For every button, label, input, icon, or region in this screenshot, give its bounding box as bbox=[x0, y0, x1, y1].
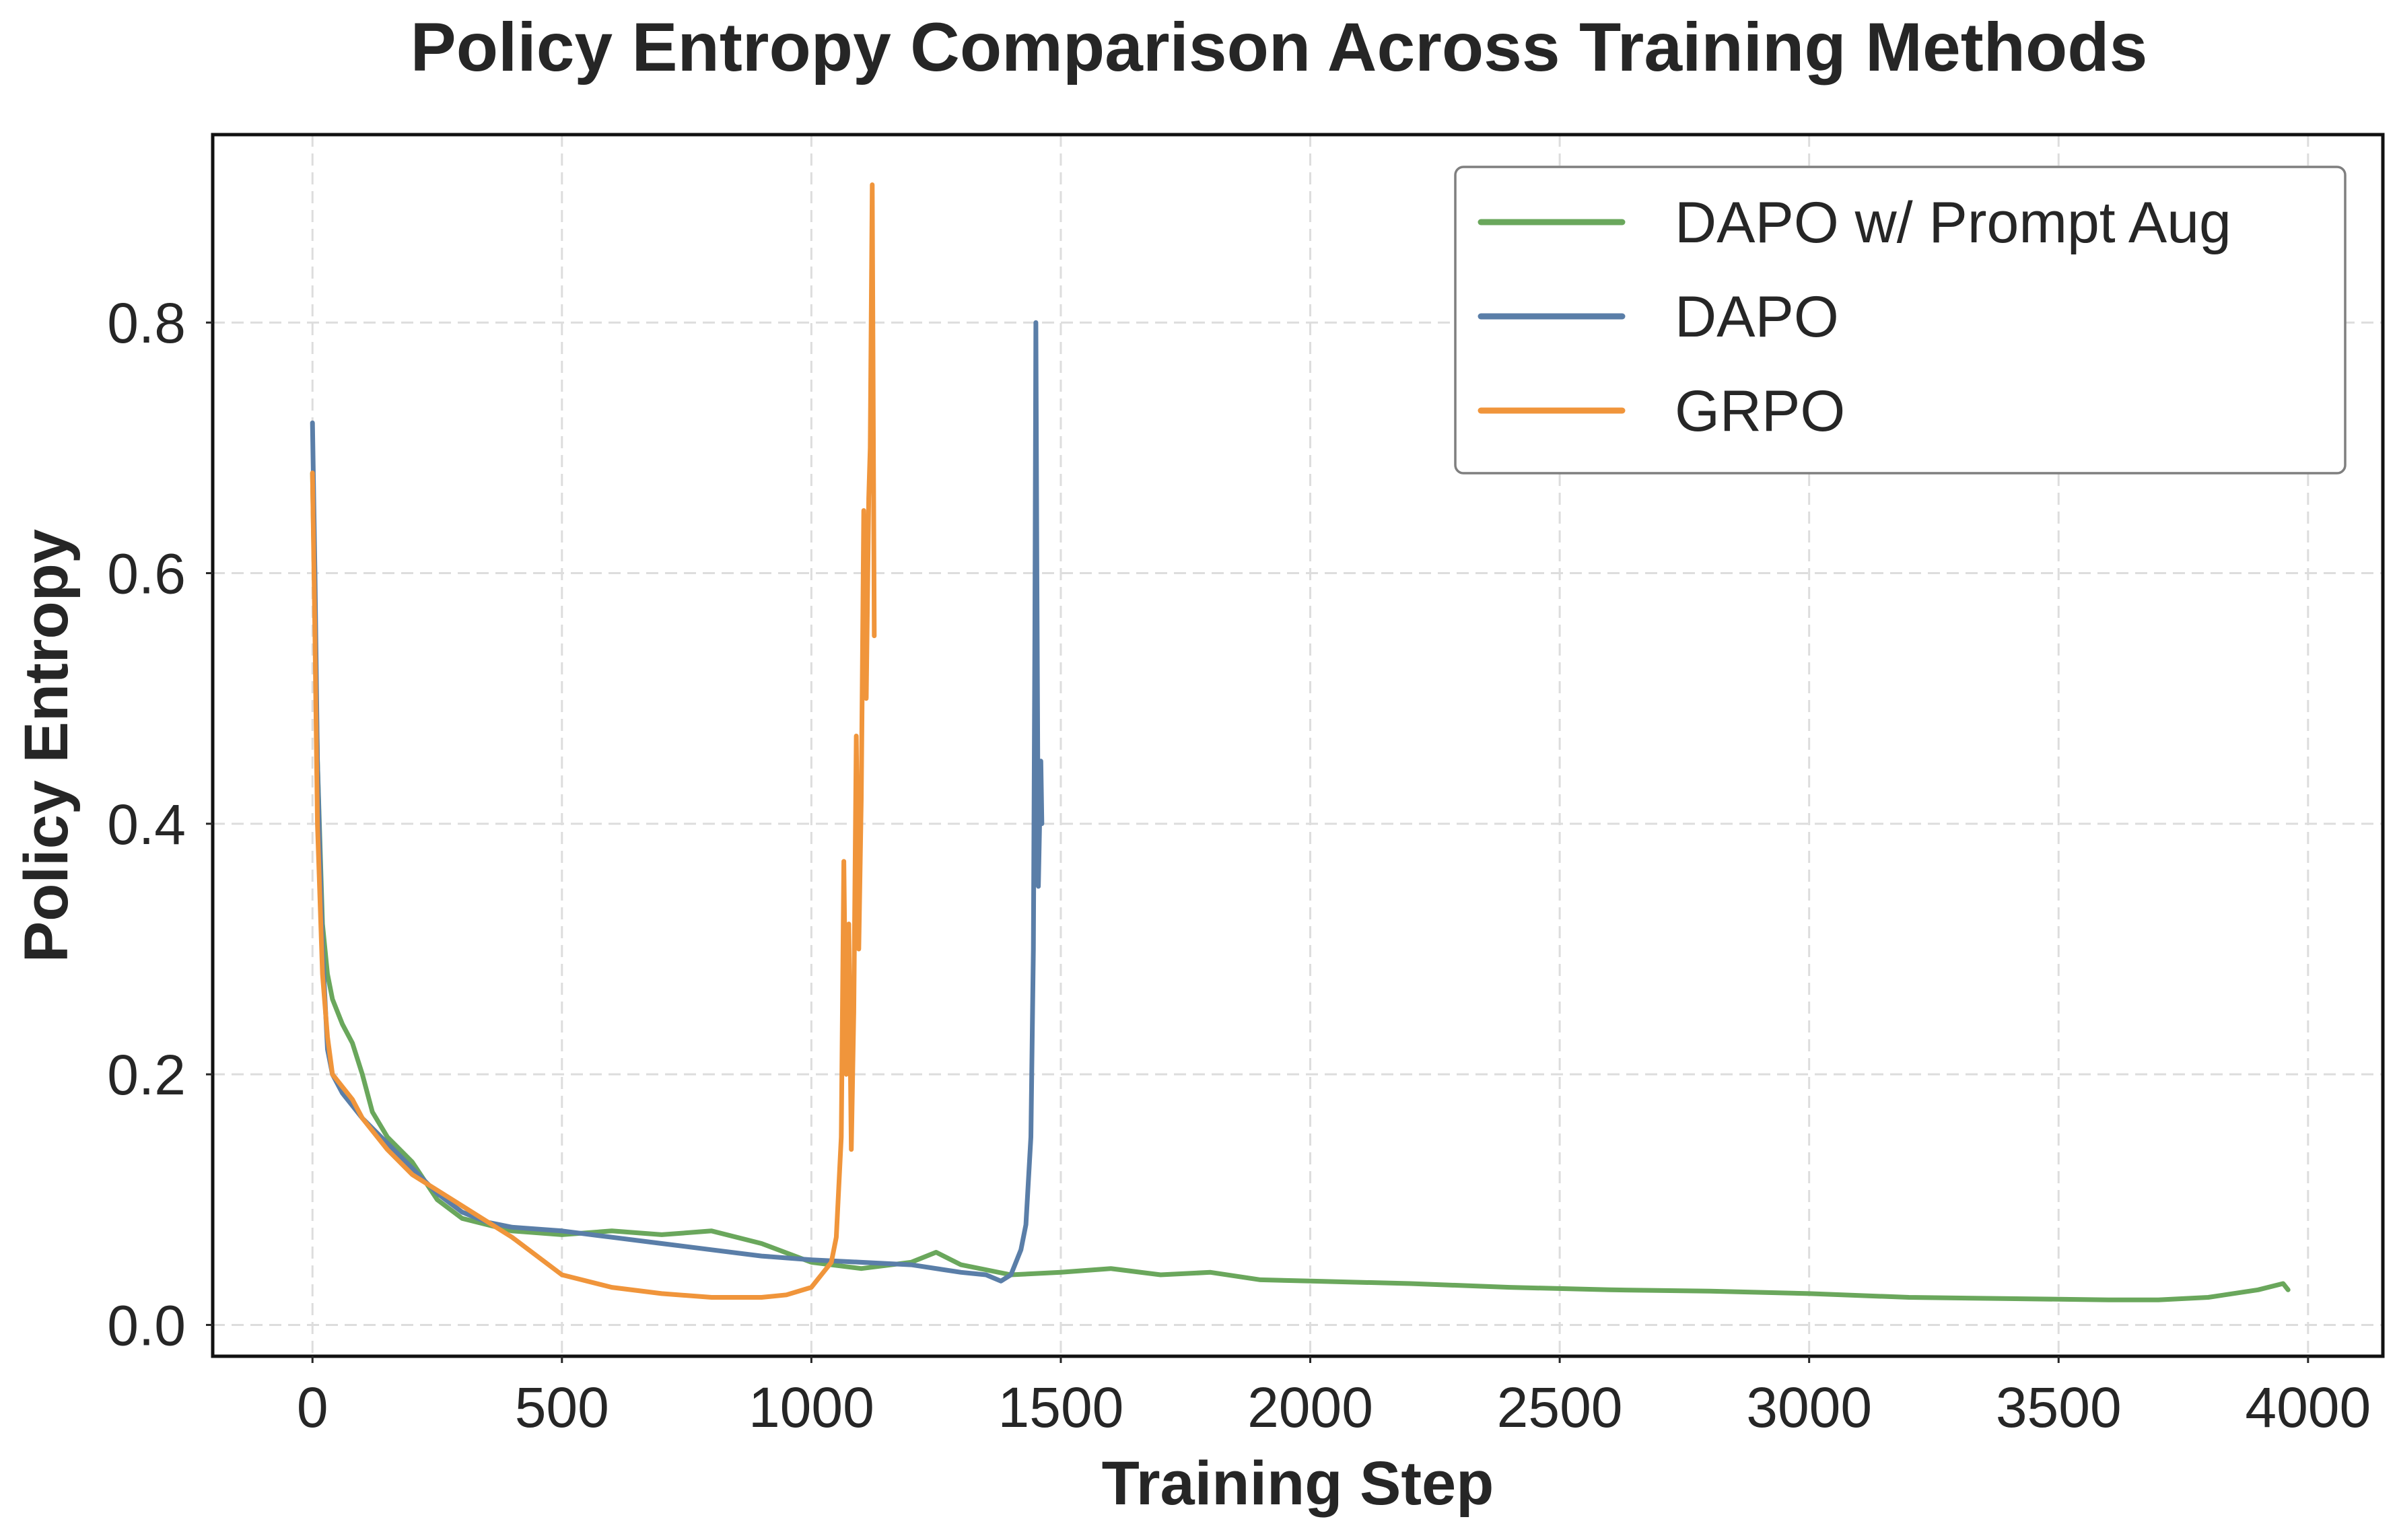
x-tick-label: 1000 bbox=[749, 1376, 874, 1439]
x-tick-label: 0 bbox=[297, 1376, 328, 1439]
y-tick-label: 0.6 bbox=[107, 542, 186, 606]
series-line-dapo bbox=[310, 320, 1045, 1284]
legend-label-dapo-w-prompt-aug: DAPO w/ Prompt Aug bbox=[1675, 190, 2231, 255]
legend: DAPO w/ Prompt Aug DAPO GRPO bbox=[1454, 166, 2347, 475]
series-line-grpo bbox=[310, 182, 877, 1300]
grid bbox=[213, 135, 2383, 1356]
x-tick-label: 3500 bbox=[1996, 1376, 2122, 1439]
chart-title: Policy Entropy Comparison Across Trainin… bbox=[411, 9, 2148, 85]
y-tick-label: 0.4 bbox=[107, 793, 186, 856]
x-tick-label: 1500 bbox=[998, 1376, 1124, 1439]
y-tick-label: 0.0 bbox=[107, 1294, 186, 1357]
x-tick-label: 3000 bbox=[1746, 1376, 1872, 1439]
series-lines bbox=[310, 182, 2291, 1302]
plot-frame bbox=[211, 133, 2385, 1358]
series-line-dapo-w-prompt-aug bbox=[310, 470, 2291, 1302]
x-axis-label: Training Step bbox=[1102, 1449, 1494, 1518]
x-tick-label: 2000 bbox=[1247, 1376, 1373, 1439]
x-tick-label: 4000 bbox=[2245, 1376, 2371, 1439]
y-axis-label: Policy Entropy bbox=[12, 529, 81, 963]
x-tick-label: 500 bbox=[515, 1376, 609, 1439]
legend-label-grpo: GRPO bbox=[1675, 379, 1845, 444]
y-axis-ticks: 0.0 0.2 0.4 0.6 0.8 bbox=[107, 291, 213, 1357]
legend-label-dapo: DAPO bbox=[1675, 285, 1839, 349]
x-tick-label: 2500 bbox=[1497, 1376, 1623, 1439]
y-tick-label: 0.2 bbox=[107, 1043, 186, 1107]
legend-box bbox=[1454, 166, 2347, 475]
y-tick-label: 0.8 bbox=[107, 291, 186, 355]
x-axis-ticks: 0 500 1000 1500 2000 2500 3000 3500 4000 bbox=[297, 1356, 2371, 1439]
